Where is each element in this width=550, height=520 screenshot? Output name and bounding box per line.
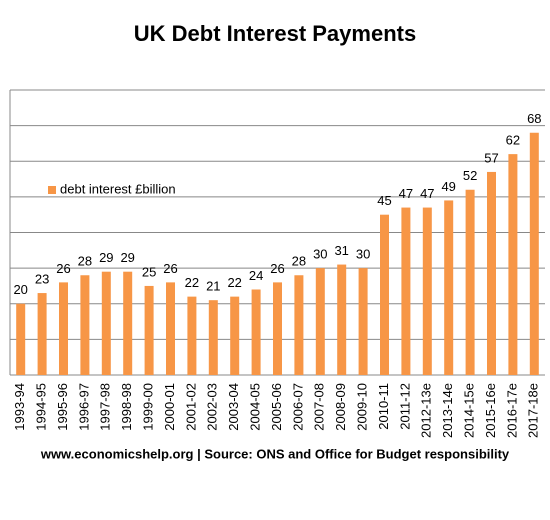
bar bbox=[59, 282, 68, 375]
x-tick-label: 2002-03 bbox=[205, 383, 220, 431]
data-label: 30 bbox=[356, 247, 370, 262]
x-tick-label: 1999-00 bbox=[141, 383, 156, 431]
bar bbox=[337, 264, 347, 375]
x-tick-label: 2017-18e bbox=[526, 383, 541, 438]
data-label: 20 bbox=[13, 282, 27, 297]
source-note: www.economicshelp.org | Source: ONS and … bbox=[40, 446, 510, 461]
data-label: 23 bbox=[35, 272, 49, 287]
bar bbox=[37, 293, 47, 375]
x-tick-label: 2009-10 bbox=[355, 383, 370, 431]
x-tick-label: 1994-95 bbox=[34, 383, 49, 431]
x-tick-label: 2008-09 bbox=[333, 383, 348, 431]
data-label: 57 bbox=[484, 150, 498, 165]
data-label: 52 bbox=[463, 168, 477, 183]
bar bbox=[422, 207, 432, 375]
x-tick-label: 1995-96 bbox=[55, 383, 70, 431]
data-label: 29 bbox=[99, 250, 113, 265]
bar bbox=[487, 171, 496, 375]
x-tick-label: 2007-08 bbox=[312, 383, 327, 431]
bar bbox=[123, 271, 133, 375]
data-label: 31 bbox=[334, 243, 348, 258]
data-label: 24 bbox=[249, 268, 263, 283]
x-tick-label: 2013-14e bbox=[440, 383, 455, 438]
bar bbox=[294, 275, 304, 375]
data-label: 62 bbox=[506, 133, 520, 148]
x-tick-label: 2004-05 bbox=[248, 383, 263, 431]
data-label: 29 bbox=[120, 250, 134, 265]
x-tick-label: 1996-97 bbox=[76, 383, 91, 431]
bar bbox=[529, 132, 539, 375]
bar bbox=[380, 214, 389, 375]
data-label: 28 bbox=[292, 254, 306, 269]
bar bbox=[251, 289, 261, 375]
legend-swatch bbox=[48, 186, 56, 194]
data-label: 22 bbox=[227, 275, 241, 290]
x-tick-label: 1993-94 bbox=[12, 383, 27, 431]
x-tick-label: 1998-98 bbox=[119, 383, 134, 431]
data-label: 30 bbox=[313, 247, 327, 262]
data-label: 26 bbox=[163, 261, 177, 276]
bar bbox=[144, 285, 154, 375]
x-tick-label: 2012-13e bbox=[419, 383, 434, 438]
data-label: 47 bbox=[420, 186, 434, 201]
legend-label: debt interest £billion bbox=[60, 181, 176, 196]
data-label: 21 bbox=[206, 279, 220, 294]
x-tick-label: 2000-01 bbox=[162, 383, 177, 431]
data-label: 26 bbox=[270, 261, 284, 276]
bar bbox=[208, 300, 218, 375]
chart-title: UK Debt Interest Payments bbox=[134, 21, 416, 46]
x-tick-label: 2016-17e bbox=[504, 383, 519, 438]
x-tick-label: 1997-98 bbox=[98, 383, 113, 431]
x-tick-label: 2006-07 bbox=[290, 383, 305, 431]
data-label: 25 bbox=[142, 264, 156, 279]
data-label: 68 bbox=[527, 111, 541, 126]
bar bbox=[80, 275, 90, 375]
bar bbox=[401, 207, 411, 375]
bar bbox=[315, 268, 325, 375]
bar bbox=[465, 189, 475, 375]
data-label: 28 bbox=[78, 254, 92, 269]
x-tick-label: 2014-15e bbox=[462, 383, 477, 438]
bar bbox=[187, 296, 197, 375]
bar bbox=[508, 154, 518, 375]
bar bbox=[358, 268, 368, 375]
bar bbox=[16, 303, 26, 375]
bar bbox=[230, 296, 240, 375]
x-tick-label: 2003-04 bbox=[226, 383, 241, 431]
data-label: 26 bbox=[56, 261, 70, 276]
x-tick-label: 2011-12 bbox=[397, 383, 412, 430]
x-tick-label: 2005-06 bbox=[269, 383, 284, 431]
bar bbox=[444, 200, 454, 375]
bar bbox=[273, 282, 282, 375]
data-label: 45 bbox=[377, 193, 391, 208]
data-label: 47 bbox=[399, 186, 413, 201]
bar bbox=[166, 282, 175, 375]
x-tick-label: 2015-16e bbox=[483, 383, 498, 438]
data-label: 22 bbox=[185, 275, 199, 290]
bar bbox=[101, 271, 111, 375]
x-tick-label: 2010-11 bbox=[376, 383, 391, 430]
x-tick-label: 2001-02 bbox=[183, 383, 198, 431]
data-label: 49 bbox=[441, 179, 455, 194]
